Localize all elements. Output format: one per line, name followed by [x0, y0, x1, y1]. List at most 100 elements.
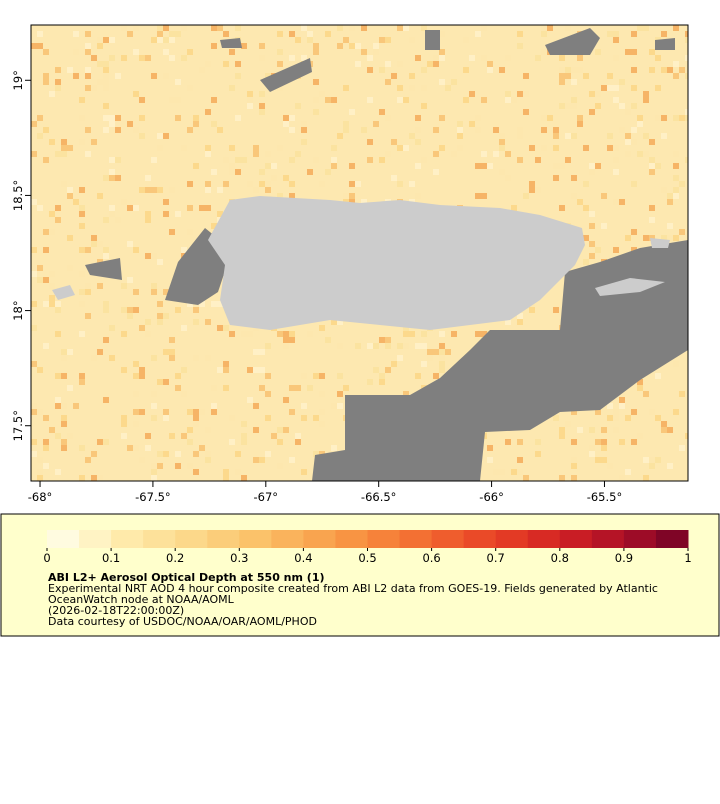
legend-line: Data courtesy of USDOC/NOAA/OAR/AOML/PHO… [48, 615, 317, 628]
aod-pixel [283, 121, 289, 127]
aod-pixel [157, 37, 163, 43]
aod-pixel [619, 127, 625, 133]
aod-pixel [97, 283, 103, 289]
aod-pixel [223, 157, 229, 163]
aod-pixel [571, 463, 577, 469]
aod-pixel [205, 451, 211, 457]
aod-pixel [685, 109, 688, 115]
aod-pixel [475, 163, 481, 169]
aod-pixel [673, 361, 679, 367]
aod-pixel [541, 25, 547, 31]
aod-pixel [517, 157, 523, 163]
aod-pixel [493, 151, 499, 157]
aod-pixel [175, 97, 181, 103]
aod-pixel [535, 439, 541, 445]
aod-pixel [421, 331, 427, 337]
mona-island [52, 285, 75, 300]
aod-pixel [667, 427, 673, 433]
aod-pixel [433, 169, 439, 175]
aod-pixel [349, 181, 355, 187]
aod-pixel [259, 367, 265, 373]
aod-pixel [661, 31, 667, 37]
aod-pixel [235, 25, 241, 31]
aod-pixel [655, 373, 661, 379]
aod-pixel [463, 67, 469, 73]
aod-pixel [613, 97, 619, 103]
aod-pixel [337, 25, 343, 31]
aod-pixel [157, 25, 163, 31]
aod-pixel [493, 469, 499, 475]
aod-pixel [601, 223, 607, 229]
aod-pixel [613, 85, 619, 91]
aod-pixel [343, 37, 349, 43]
aod-pixel [505, 439, 511, 445]
aod-pixel [73, 49, 79, 55]
aod-pixel [85, 151, 91, 157]
aod-pixel [343, 85, 349, 91]
aod-pixel [517, 319, 523, 325]
aod-pixel [547, 115, 553, 121]
aod-pixel [403, 391, 409, 397]
aod-pixel [61, 373, 67, 379]
aod-pixel [265, 73, 271, 79]
aod-pixel [49, 229, 55, 235]
aod-pixel [109, 121, 115, 127]
aod-pixel [79, 445, 85, 451]
aod-pixel [301, 373, 307, 379]
aod-pixel [541, 49, 547, 55]
aod-pixel [601, 457, 607, 463]
aod-pixel [469, 55, 475, 61]
aod-pixel [229, 85, 235, 91]
aod-pixel [355, 343, 361, 349]
aod-pixel [673, 163, 679, 169]
aod-pixel [79, 211, 85, 217]
aod-pixel [61, 139, 67, 145]
aod-pixel [205, 61, 211, 67]
aod-pixel [43, 79, 49, 85]
aod-pixel [115, 115, 121, 121]
aod-pixel [241, 439, 247, 445]
aod-pixel [91, 451, 97, 457]
aod-pixel [613, 157, 619, 163]
aod-pixel [685, 115, 688, 121]
aod-pixel [223, 475, 229, 481]
aod-pixel [649, 217, 655, 223]
aod-pixel [685, 157, 688, 163]
aod-pixel [487, 445, 493, 451]
aod-pixel [469, 91, 475, 97]
aod-pixel [649, 463, 655, 469]
aod-pixel [133, 247, 139, 253]
aod-pixel [631, 85, 637, 91]
aod-pixel [211, 25, 217, 31]
aod-pixel [97, 475, 103, 481]
aod-pixel [151, 355, 157, 361]
y-tick-label: 17.5° [11, 410, 25, 441]
aod-pixel [289, 193, 295, 199]
aod-pixel [283, 343, 289, 349]
aod-pixel [55, 433, 61, 439]
aod-pixel [481, 331, 487, 337]
aod-pixel [85, 31, 91, 37]
aod-pixel [103, 103, 109, 109]
aod-pixel [607, 463, 613, 469]
aod-pixel [577, 67, 583, 73]
aod-pixel [487, 457, 493, 463]
aod-pixel [187, 463, 193, 469]
aod-pixel [61, 445, 67, 451]
aod-pixel [265, 151, 271, 157]
aod-pixel [145, 433, 151, 439]
aod-pixel [277, 331, 283, 337]
aod-pixel [589, 163, 595, 169]
aod-pixel [31, 121, 37, 127]
aod-pixel [589, 109, 595, 115]
aod-pixel [457, 145, 463, 151]
aod-pixel [259, 43, 265, 49]
colorbar-swatch [527, 530, 561, 548]
aod-pixel [199, 409, 205, 415]
aod-pixel [607, 73, 613, 79]
aod-pixel [229, 331, 235, 337]
aod-pixel [31, 451, 37, 457]
aod-pixel [85, 67, 91, 73]
aod-pixel [163, 289, 169, 295]
aod-pixel [421, 25, 427, 31]
